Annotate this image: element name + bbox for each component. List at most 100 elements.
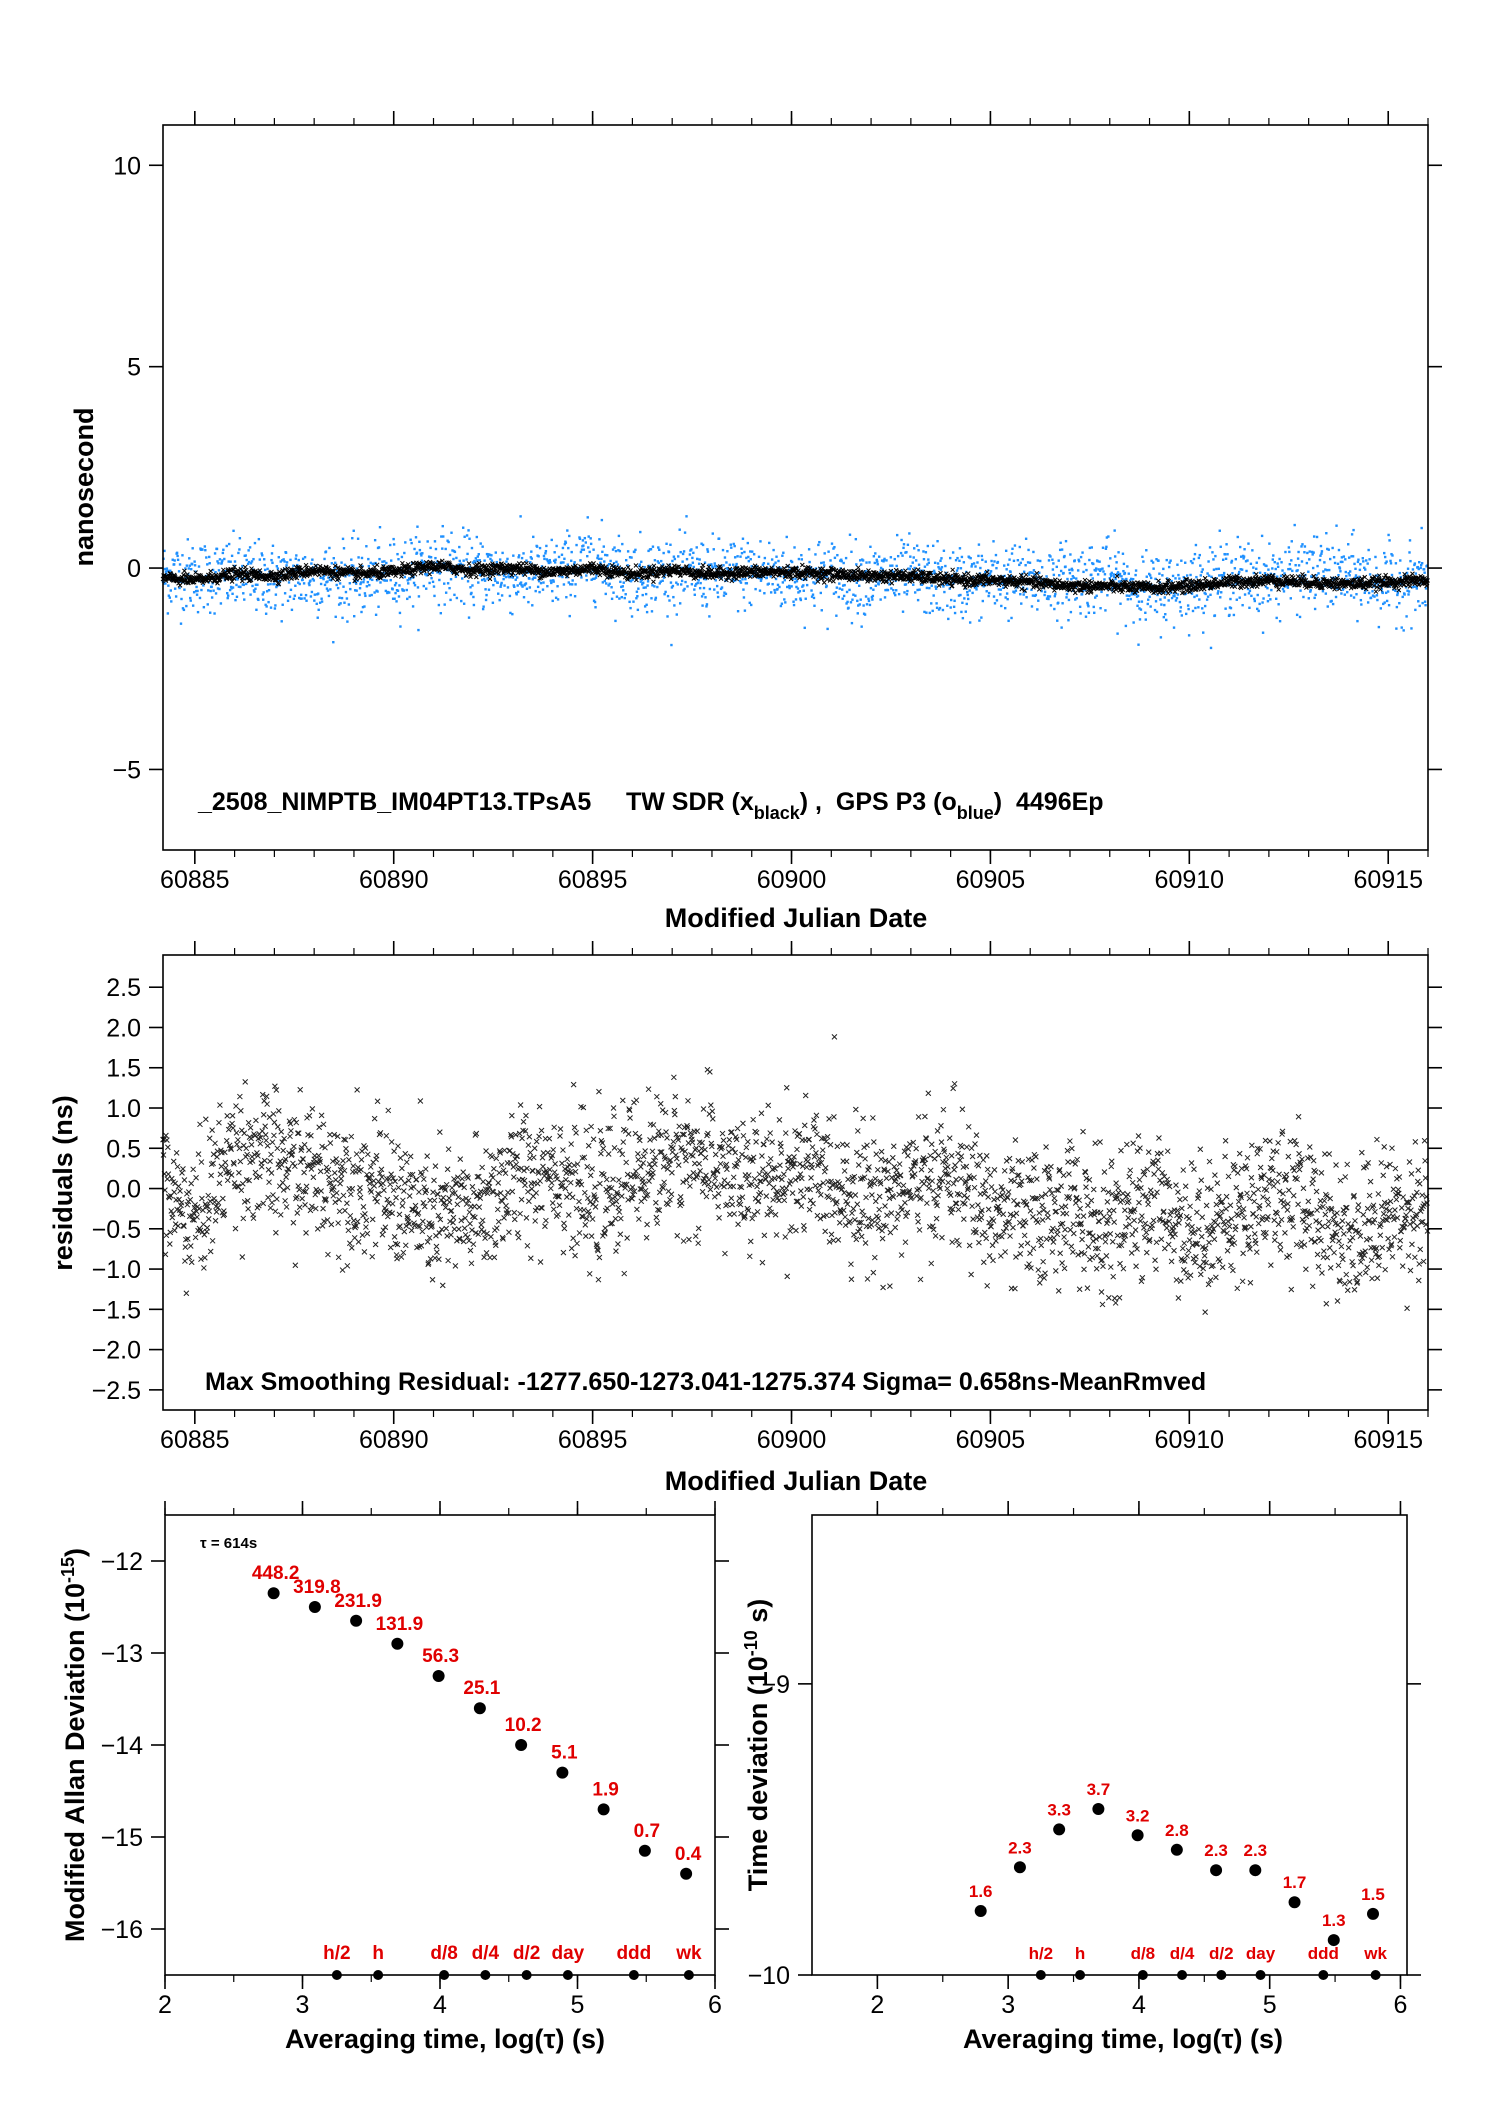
gps-point — [840, 558, 843, 561]
gps-point — [212, 589, 215, 592]
gps-point — [426, 540, 429, 543]
gps-point — [841, 597, 844, 600]
tw-point — [232, 564, 237, 570]
gps-point — [1354, 567, 1357, 571]
tw-point — [828, 569, 833, 575]
gps-point — [1075, 596, 1078, 600]
gps-point — [1342, 587, 1345, 590]
gps-point — [566, 529, 569, 532]
gps-point — [1099, 568, 1103, 571]
gps-point — [1109, 573, 1112, 576]
gps-point — [1182, 575, 1185, 579]
gps-point — [1356, 560, 1360, 564]
gps-point — [1144, 611, 1147, 614]
gps-point — [1045, 575, 1048, 578]
gps-point — [1247, 592, 1251, 595]
gps-point — [1157, 559, 1160, 562]
tw-point — [709, 567, 715, 573]
gps-point — [894, 593, 897, 597]
gps-point — [903, 591, 906, 594]
gps-point — [492, 583, 495, 587]
gps-point — [547, 559, 550, 563]
gps-point — [263, 563, 266, 567]
gps-point — [373, 591, 376, 594]
gps-point — [569, 583, 572, 586]
gps-point — [1150, 559, 1153, 563]
gps-point — [936, 562, 940, 565]
gps-point — [1075, 577, 1078, 580]
gps-point — [1289, 567, 1292, 571]
gps-point — [917, 563, 921, 566]
gps-point — [681, 552, 685, 556]
gps-point — [486, 577, 489, 580]
gps-point — [852, 578, 856, 582]
gps-point — [926, 544, 930, 548]
gps-point — [271, 561, 274, 565]
gps-point — [1032, 550, 1035, 554]
gps-point — [1025, 587, 1029, 591]
gps-point — [765, 576, 768, 579]
gps-point — [491, 601, 495, 604]
tw-point — [896, 571, 901, 577]
gps-point — [1243, 548, 1246, 551]
gps-point — [749, 558, 752, 561]
tw-point — [1184, 577, 1190, 582]
gps-point — [415, 551, 419, 555]
gps-point — [1207, 560, 1210, 563]
gps-point — [1088, 546, 1092, 550]
gps-point — [1414, 572, 1418, 575]
tw-point — [889, 580, 895, 586]
gps-point — [693, 593, 696, 596]
gps-point — [778, 585, 781, 589]
gps-point — [1025, 596, 1028, 599]
gps-point — [1315, 535, 1319, 539]
gps-point — [596, 556, 599, 560]
gps-point — [1027, 548, 1030, 552]
gps-point — [1380, 588, 1383, 591]
gps-point — [1377, 625, 1381, 629]
gps-point — [403, 575, 407, 579]
gps-point — [392, 543, 396, 546]
gps-point — [1067, 598, 1071, 602]
gps-point — [1257, 556, 1261, 560]
gps-point — [580, 576, 583, 579]
gps-point — [190, 567, 193, 571]
gps-point — [1421, 601, 1424, 605]
gps-point — [928, 611, 931, 615]
gps-point — [794, 598, 798, 601]
gps-point — [360, 610, 363, 614]
gps-point — [476, 555, 479, 558]
gps-point — [915, 544, 919, 547]
gps-point — [1137, 643, 1140, 646]
gps-point — [184, 567, 187, 570]
gps-point — [281, 603, 284, 606]
gps-point — [1213, 614, 1217, 617]
gps-point — [1302, 595, 1305, 599]
gps-point — [1344, 558, 1347, 561]
gps-point — [1206, 595, 1210, 598]
gps-point — [536, 585, 540, 589]
gps-point — [1200, 570, 1203, 574]
gps-point — [1105, 536, 1109, 539]
tw-point — [1114, 573, 1120, 579]
gps-point — [769, 575, 772, 578]
gps-point — [1098, 560, 1101, 563]
gps-point — [460, 599, 463, 603]
gps-point — [367, 557, 370, 561]
gps-point — [780, 602, 784, 605]
gps-point — [654, 598, 657, 601]
gps-point — [570, 550, 573, 554]
gps-point — [640, 560, 643, 564]
gps-point — [984, 560, 987, 563]
gps-point — [1174, 599, 1178, 602]
gps-point — [747, 559, 750, 563]
tw-point — [888, 568, 894, 574]
gps-point — [725, 561, 728, 564]
gps-point — [841, 584, 845, 587]
gps-point — [477, 581, 480, 584]
gps-point — [1116, 571, 1120, 574]
gps-point — [706, 550, 710, 553]
gps-point — [414, 536, 418, 539]
tw-point — [633, 563, 639, 568]
gps-point — [796, 587, 800, 590]
